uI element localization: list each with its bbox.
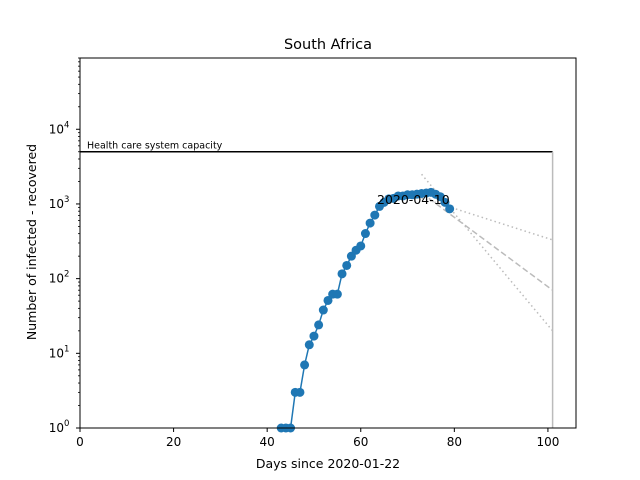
y-tick-label: 10	[49, 421, 64, 435]
data-point	[365, 218, 375, 228]
y-tick-exponent: 3	[64, 195, 69, 205]
y-axis-label: Number of infected - recovered	[24, 144, 39, 340]
x-tick-label: 0	[76, 435, 84, 449]
date-annotation: 2020-04-10	[377, 192, 450, 207]
capacity-label: Health care system capacity	[87, 141, 223, 152]
x-tick-label: 100	[536, 435, 559, 449]
data-point	[440, 197, 450, 207]
y-tick-label: 10	[49, 122, 64, 136]
data-point	[360, 229, 370, 239]
data-point	[370, 210, 380, 220]
y-tick-label: 10	[49, 346, 64, 360]
y-tick-exponent: 2	[64, 270, 69, 280]
data-point	[318, 305, 328, 315]
data-point	[304, 340, 314, 350]
data-point	[295, 387, 305, 397]
data-point	[445, 204, 455, 214]
x-tick-label: 80	[447, 435, 462, 449]
x-tick-label: 40	[260, 435, 275, 449]
data-point	[356, 241, 366, 251]
y-tick-exponent: 1	[64, 344, 69, 354]
y-tick-label: 10	[49, 272, 64, 286]
data-point	[300, 360, 310, 370]
y-tick-label: 10	[49, 197, 64, 211]
chart-title: South Africa	[284, 37, 372, 53]
data-point	[337, 269, 347, 279]
projection-line-1	[421, 192, 554, 291]
data-point	[332, 289, 342, 299]
y-tick-exponent: 0	[64, 419, 69, 429]
data-point	[309, 331, 319, 341]
data-point	[342, 260, 352, 270]
data-point	[323, 295, 333, 305]
x-tick-label: 20	[166, 435, 181, 449]
x-axis-label: Days since 2020-01-22	[256, 456, 400, 471]
y-tick-exponent: 4	[64, 120, 69, 130]
data-point	[314, 320, 324, 330]
x-tick-label: 60	[353, 435, 368, 449]
